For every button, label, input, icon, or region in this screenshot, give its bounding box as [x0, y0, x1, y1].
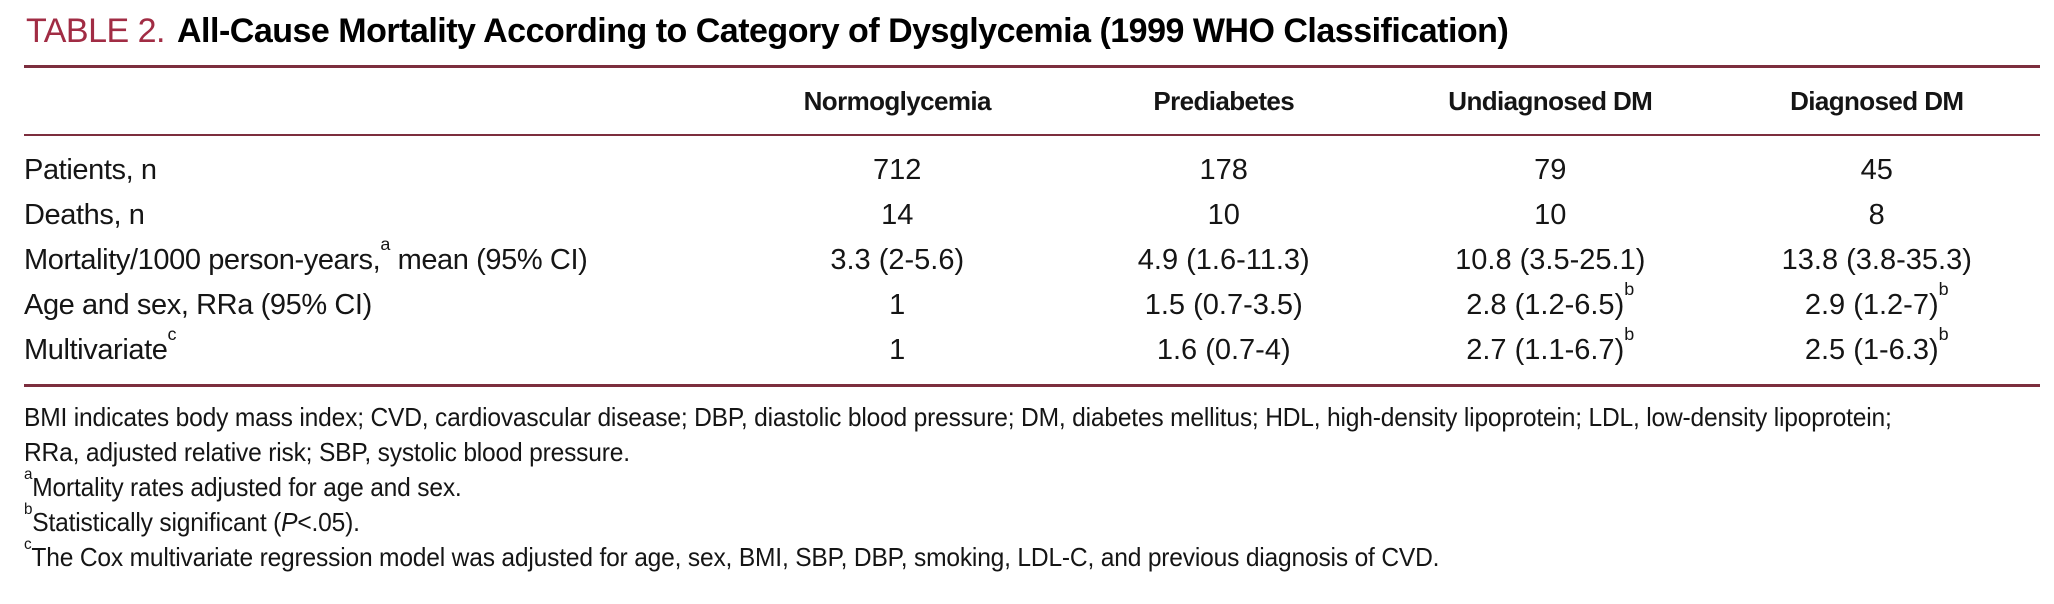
table-body: Patients, n 712 178 79 45 Deaths, n 14 1… — [24, 136, 2040, 384]
row-label-text: Mortality/1000 person-years, — [24, 244, 381, 276]
table-cell: 14 — [734, 199, 1061, 232]
header-rule — [24, 134, 2040, 136]
table-cell: 13.8 (3.8-35.3) — [1714, 244, 2041, 277]
cell-value: 1.6 (0.7-4) — [1156, 334, 1291, 366]
cell-value: 1.5 (0.7-3.5) — [1144, 289, 1303, 321]
table-cell: 10 — [1387, 199, 1714, 232]
footnote-text: Statistically significant ( — [32, 507, 282, 537]
footnote-italic-p: P — [281, 507, 298, 537]
table-cell: 10.8 (3.5-25.1) — [1387, 244, 1714, 277]
footnote-marker: c — [24, 535, 32, 554]
table-cell: 1.6 (0.7-4) — [1061, 334, 1388, 367]
cell-value: 10.8 (3.5-25.1) — [1455, 244, 1646, 276]
footnote-marker: b — [1938, 279, 1949, 300]
table-cell: 1 — [734, 289, 1061, 322]
footnote-a: aMortality rates adjusted for age and se… — [24, 466, 1929, 505]
cell-value: 1 — [889, 289, 906, 321]
table-figure: TABLE 2. All-Cause Mortality According to… — [24, 0, 2040, 575]
table-footnotes: BMI indicates body mass index; CVD, card… — [24, 387, 1929, 575]
cell-value: 14 — [881, 199, 914, 231]
table-cell: 178 — [1061, 154, 1388, 187]
cell-value: 1 — [889, 334, 906, 366]
footnote-text: Mortality rates adjusted for age and sex… — [32, 472, 462, 502]
footnote-c: cThe Cox multivariate regression model w… — [24, 536, 1929, 575]
table-cell: 3.3 (2-5.6) — [734, 244, 1061, 277]
cell-value: 10 — [1207, 199, 1240, 231]
cell-value: 712 — [873, 154, 922, 186]
row-label: Patients, n — [24, 154, 734, 187]
cell-value: 10 — [1534, 199, 1567, 231]
table-cell: 2.8 (1.2-6.5)b — [1387, 280, 1714, 322]
table-cell: 712 — [734, 154, 1061, 187]
row-label: Multivariatec — [24, 325, 734, 367]
table-row: Deaths, n 14 10 10 8 — [24, 193, 2040, 238]
bottom-rule — [24, 384, 2040, 387]
table-row: Multivariatec 1 1.6 (0.7-4) 2.7 (1.1-6.7… — [24, 325, 2041, 373]
header-cell-normoglycemia: Normoglycemia — [803, 85, 992, 116]
footnote-marker: a — [24, 465, 33, 484]
row-label-text: mean (95% CI) — [389, 244, 588, 276]
row-label-text: Deaths, n — [24, 199, 145, 231]
footnote-marker: a — [380, 234, 390, 255]
table-cell: 45 — [1714, 154, 2041, 187]
table-cell: 2.5 (1-6.3)b — [1714, 325, 2041, 367]
row-label-text: Age and sex, RRa (95% CI) — [24, 289, 372, 321]
table-cell: 79 — [1387, 154, 1714, 187]
cell-value: 8 — [1868, 199, 1885, 231]
abbreviations-line: RRa, adjusted relative risk; SBP, systol… — [24, 437, 630, 467]
table-row: Age and sex, RRa (95% CI) 1 1.5 (0.7-3.5… — [24, 280, 2041, 328]
footnote-marker: b — [1624, 279, 1635, 300]
abbreviations-line: BMI indicates body mass index; CVD, card… — [24, 402, 1892, 432]
row-label: Mortality/1000 person-years,a mean (95% … — [24, 235, 734, 277]
table-title: TABLE 2. All-Cause Mortality According to… — [24, 0, 2040, 65]
table-cell: 1 — [734, 334, 1061, 367]
table-title-text: All-Cause Mortality According to Categor… — [177, 12, 1509, 50]
table-header-row: Normoglycemia Prediabetes Undiagnosed DM… — [24, 68, 2040, 134]
table-row: Patients, n 712 178 79 45 — [24, 148, 2040, 193]
header-cell-prediabetes: Prediabetes — [1153, 85, 1295, 116]
row-label-text: Multivariate — [24, 334, 168, 366]
cell-value: 3.3 (2-5.6) — [830, 244, 965, 276]
table-cell: 4.9 (1.6-11.3) — [1061, 244, 1388, 277]
row-label: Age and sex, RRa (95% CI) — [24, 289, 734, 322]
footnote-b: bStatistically significant (P<.05). — [24, 501, 1929, 540]
footnote-text: <.05). — [297, 507, 360, 537]
cell-value: 45 — [1860, 154, 1893, 186]
cell-value: 4.9 (1.6-11.3) — [1137, 244, 1310, 276]
footnote-text: The Cox multivariate regression model wa… — [31, 542, 1440, 572]
cell-value: 2.9 (1.2-7) — [1804, 289, 1939, 321]
row-label: Deaths, n — [24, 199, 734, 232]
table-row: Mortality/1000 person-years,a mean (95% … — [24, 235, 2041, 283]
table-cell: 1.5 (0.7-3.5) — [1061, 289, 1388, 322]
footnote-marker: b — [24, 500, 33, 519]
header-cell-undiagnosed-dm: Undiagnosed DM — [1448, 85, 1653, 116]
table-cell: 10 — [1061, 199, 1388, 232]
cell-value: 2.8 (1.2-6.5) — [1466, 289, 1625, 321]
table-cell: 2.9 (1.2-7)b — [1714, 280, 2041, 322]
cell-value: 2.5 (1-6.3) — [1804, 334, 1939, 366]
cell-value: 2.7 (1.1-6.7) — [1466, 334, 1625, 366]
top-rule — [24, 65, 2040, 68]
cell-value: 79 — [1534, 154, 1567, 186]
row-label-text: Patients, n — [24, 154, 157, 186]
footnote-marker: c — [167, 324, 177, 345]
table-cell: 2.7 (1.1-6.7)b — [1387, 325, 1714, 367]
cell-value: 178 — [1199, 154, 1248, 186]
header-cell-diagnosed-dm: Diagnosed DM — [1790, 85, 1964, 116]
footnote-marker: b — [1624, 324, 1635, 345]
footnote-marker: b — [1938, 324, 1949, 345]
table-number: TABLE 2. — [26, 12, 166, 50]
table-cell: 8 — [1714, 199, 2041, 232]
cell-value: 13.8 (3.8-35.3) — [1781, 244, 1972, 276]
